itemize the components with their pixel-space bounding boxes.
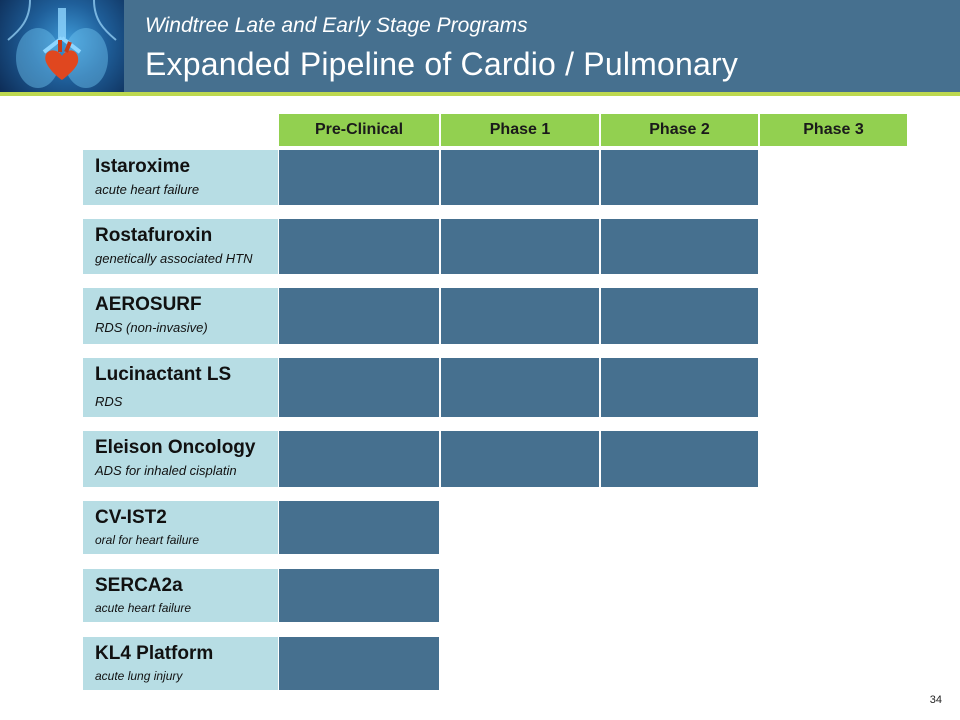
progress-cell	[441, 431, 599, 487]
progress-cell	[279, 288, 439, 344]
program-indication: oral for heart failure	[95, 533, 200, 547]
program-name: CV-IST2	[95, 507, 167, 528]
progress-cell	[601, 358, 758, 417]
program-indication: acute heart failure	[95, 601, 192, 615]
heart-lungs-logo-icon	[0, 0, 124, 92]
progress-cell	[601, 219, 758, 274]
program-indication: genetically associated HTN	[95, 251, 253, 266]
header-bar	[0, 0, 960, 92]
program-name: Eleison Oncology	[95, 437, 256, 458]
progress-cell	[601, 431, 758, 487]
progress-cell	[601, 288, 758, 344]
program-indication: acute lung injury	[95, 669, 183, 683]
page-number: 34	[929, 694, 942, 706]
program-label-aerosurf: AEROSURF RDS (non-invasive)	[83, 288, 278, 344]
program-indication: RDS (non-invasive)	[95, 320, 208, 335]
progress-cell	[279, 358, 439, 417]
progress-cell	[279, 569, 439, 622]
program-indication: RDS	[95, 394, 123, 409]
program-label-rostafuroxin: Rostafuroxin genetically associated HTN	[83, 219, 278, 274]
program-name: Rostafuroxin	[95, 225, 213, 246]
program-label-kl4-platform: KL4 Platform acute lung injury	[83, 637, 278, 690]
program-name: Istaroxime	[95, 156, 191, 177]
program-label-eleison-oncology: Eleison Oncology ADS for inhaled cisplat…	[83, 431, 278, 487]
slide-title: Expanded Pipeline of Cardio / Pulmonary	[145, 46, 739, 82]
progress-cell	[441, 150, 599, 205]
progress-cell	[279, 637, 439, 690]
program-indication: ADS for inhaled cisplatin	[95, 463, 237, 478]
progress-cell	[279, 150, 439, 205]
progress-cell	[441, 288, 599, 344]
program-label-cv-ist2: CV-IST2 oral for heart failure	[83, 501, 278, 554]
phase-header-phase3: Phase 3	[760, 114, 907, 146]
program-label-serca2a: SERCA2a acute heart failure	[83, 569, 278, 622]
progress-cell	[279, 501, 439, 554]
progress-cell	[279, 219, 439, 274]
program-name: SERCA2a	[95, 575, 183, 596]
phase-header-preclinical: Pre-Clinical	[279, 114, 439, 146]
header-accent-line	[0, 92, 960, 96]
program-name: AEROSURF	[95, 294, 202, 315]
program-name: Lucinactant LS	[95, 364, 232, 385]
progress-cell	[601, 150, 758, 205]
progress-cell	[279, 431, 439, 487]
program-label-istaroxime: Istaroxime acute heart failure	[83, 150, 278, 205]
progress-cell	[441, 219, 599, 274]
slide-subtitle: Windtree Late and Early Stage Programs	[145, 14, 528, 37]
phase-header-phase1: Phase 1	[441, 114, 599, 146]
program-label-lucinactant-ls: Lucinactant LS RDS	[83, 358, 278, 417]
progress-cell	[441, 358, 599, 417]
program-name: KL4 Platform	[95, 643, 214, 664]
phase-header-phase2: Phase 2	[601, 114, 758, 146]
program-indication: acute heart failure	[95, 182, 200, 197]
